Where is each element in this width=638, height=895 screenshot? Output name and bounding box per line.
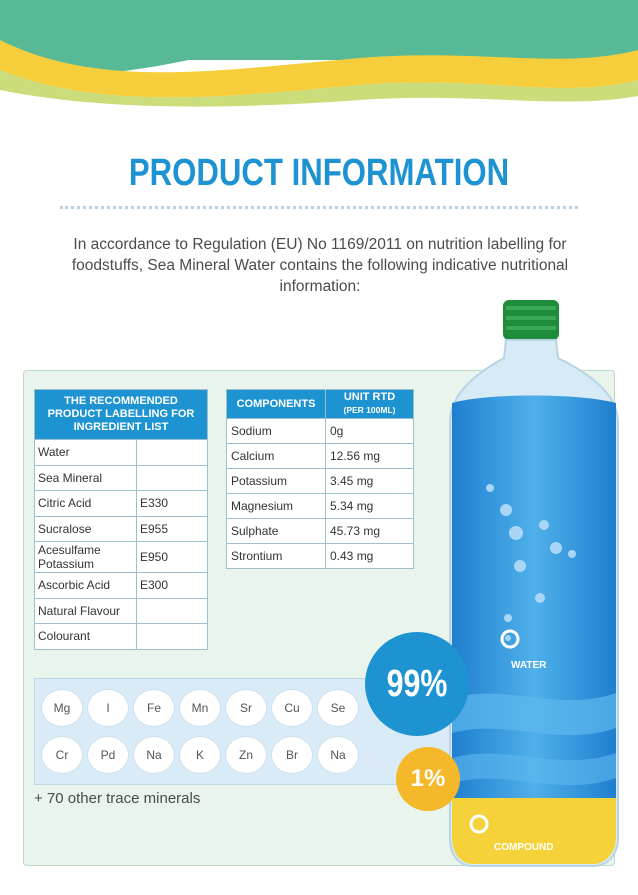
component-name: Sodium	[226, 418, 326, 444]
ingredient-code: E300	[136, 572, 208, 599]
component-name: Magnesium	[226, 493, 326, 519]
ingredient-name: Acesulfame Potassium	[34, 541, 137, 573]
component-value: 0g	[325, 418, 414, 444]
trace-minerals-note: + 70 other trace minerals	[34, 790, 201, 807]
title-divider	[60, 206, 578, 209]
water-bottle-illustration	[449, 300, 619, 867]
ingredient-code	[136, 597, 208, 624]
water-label: WATER	[511, 660, 547, 671]
header-waves	[0, 0, 638, 107]
page-title: PRODUCT INFORMATION	[128, 152, 510, 194]
ingredient-code: E950	[136, 541, 208, 573]
mineral-chip: Pd	[87, 736, 129, 774]
mineral-chip: I	[87, 689, 129, 727]
component-name: Sulphate	[226, 518, 326, 544]
ingredient-code	[136, 623, 208, 650]
mineral-chip: K	[179, 736, 221, 774]
ingredient-code: E955	[136, 515, 208, 542]
component-name: Potassium	[226, 468, 326, 494]
mineral-chip: Sr	[225, 689, 267, 727]
components-header: COMPONENTS	[226, 389, 326, 419]
component-value: 3.45 mg	[325, 468, 414, 494]
component-name: Strontium	[226, 543, 326, 569]
ingredient-name: Sea Mineral	[34, 464, 137, 491]
compound-percent-badge: 1%	[396, 747, 460, 811]
ingredient-code: E330	[136, 490, 208, 517]
mineral-chip: Mg	[41, 689, 83, 727]
component-name: Calcium	[226, 443, 326, 469]
compound-label: COMPOUND	[494, 842, 554, 853]
intro-text: In accordance to Regulation (EU) No 1169…	[71, 236, 569, 295]
component-value: 0.43 mg	[325, 543, 414, 569]
mineral-chip: Cr	[41, 736, 83, 774]
mineral-chip: Cu	[271, 689, 313, 727]
unit-header-sub: (PER 100ML)	[343, 405, 396, 415]
component-value: 45.73 mg	[325, 518, 414, 544]
mineral-chip: Br	[271, 736, 313, 774]
mineral-chip: Na	[133, 736, 175, 774]
mineral-chip: Se	[317, 689, 359, 727]
ingredient-code	[136, 439, 208, 466]
ingredient-name: Citric Acid	[34, 490, 137, 517]
unit-header: UNIT RTD (PER 100ML)	[325, 389, 414, 419]
unit-header-label: UNIT RTD	[343, 391, 396, 403]
mineral-chip: Fe	[133, 689, 175, 727]
mineral-chip: Mn	[179, 689, 221, 727]
component-value: 12.56 mg	[325, 443, 414, 469]
ingredient-name: Sucralose	[34, 515, 137, 542]
water-percent: 99%	[386, 663, 448, 705]
ingredient-name: Natural Flavour	[34, 597, 137, 624]
component-value: 5.34 mg	[325, 493, 414, 519]
ingredient-name: Water	[34, 439, 137, 466]
components-table: COMPONENTS UNIT RTD (PER 100ML) Sodium 0g …	[226, 389, 414, 569]
ingredient-name: Ascorbic Acid	[34, 572, 137, 599]
ingredient-table: THE RECOMMENDED PRODUCT LABELLING FOR IN…	[34, 389, 208, 650]
ingredient-table-header: THE RECOMMENDED PRODUCT LABELLING FOR IN…	[34, 389, 208, 440]
mineral-chip: Na	[317, 736, 359, 774]
compound-percent: 1%	[410, 765, 446, 792]
mineral-chip: Zn	[225, 736, 267, 774]
water-percent-badge: 99%	[365, 632, 469, 736]
ingredient-name: Colourant	[34, 623, 137, 650]
ingredient-code	[136, 464, 208, 491]
